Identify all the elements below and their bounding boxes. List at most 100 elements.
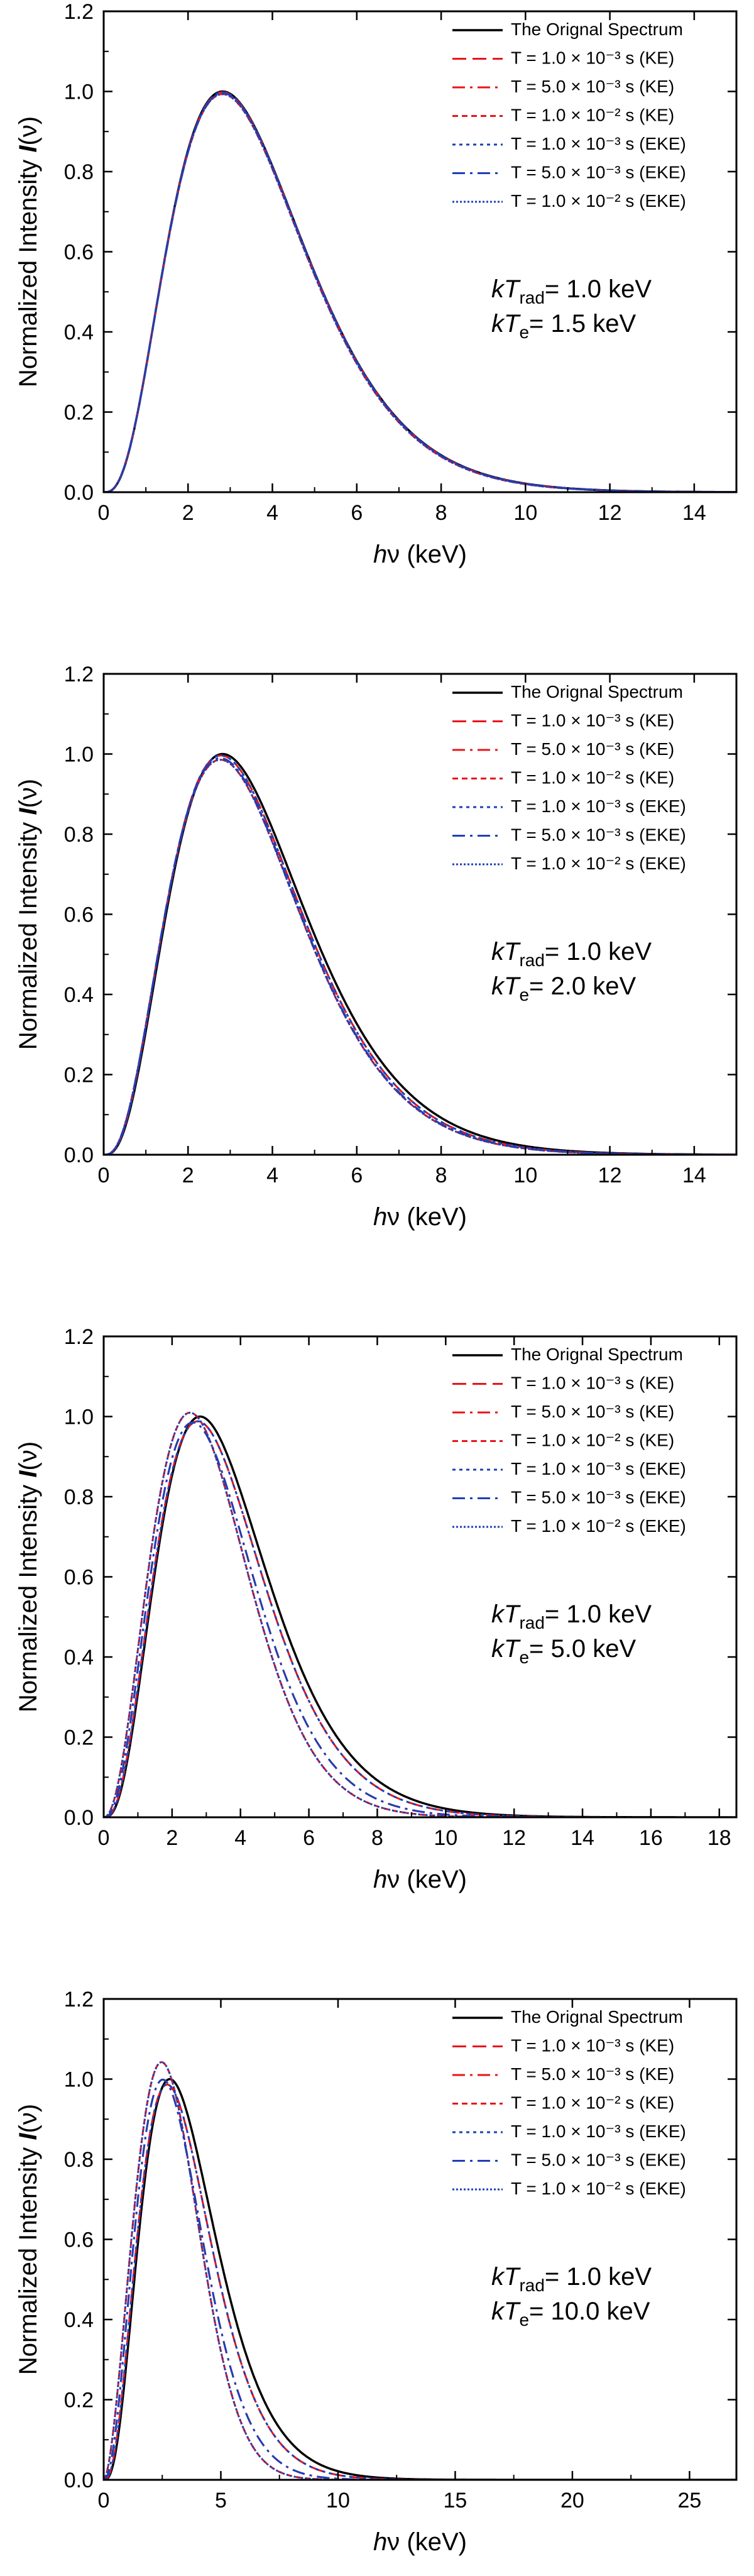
y-tick-label: 1.2 (64, 1988, 94, 2012)
y-tick-label: 0.2 (64, 1064, 94, 1087)
legend-label: The Orignal Spectrum (511, 19, 683, 39)
y-axis-title-symbol: I (14, 2133, 42, 2140)
x-axis-title: hν (keV) (373, 541, 467, 568)
y-axis-title: Normalized Intensity I(ν) (14, 1441, 42, 1712)
x-tick-label: 4 (266, 1164, 278, 1187)
legend-label: T = 1.0 × 10⁻² s (KE) (511, 2093, 674, 2113)
annotation-subscript: e (519, 1648, 529, 1667)
legend-label: The Orignal Spectrum (511, 2007, 683, 2027)
annotation-subscript: e (519, 322, 529, 342)
legend-label: T = 1.0 × 10⁻² s (EKE) (511, 191, 686, 211)
x-tick-label: 6 (351, 1164, 363, 1187)
legend-label: T = 1.0 × 10⁻³ s (EKE) (511, 134, 686, 153)
y-tick-label: 1.2 (64, 663, 94, 686)
legend-label: T = 5.0 × 10⁻³ s (EKE) (511, 2150, 686, 2170)
y-tick-label: 1.2 (64, 0, 94, 24)
legend-label: T = 1.0 × 10⁻³ s (EKE) (511, 1459, 686, 1478)
y-tick-label: 0.6 (64, 2228, 94, 2252)
legend-label: The Orignal Spectrum (511, 1345, 683, 1364)
x-tick-label: 14 (682, 501, 706, 525)
x-tick-label: 8 (371, 1826, 383, 1850)
annotation-value: = 1.0 keV (545, 275, 652, 303)
y-tick-label: 0.4 (64, 983, 94, 1007)
y-tick-label: 0.0 (64, 1806, 94, 1830)
annotation-line-2: kTe= 2.0 keV (491, 972, 636, 1005)
legend-label: T = 1.0 × 10⁻² s (KE) (511, 768, 674, 788)
legend-label: T = 5.0 × 10⁻³ s (KE) (511, 2064, 674, 2084)
y-tick-label: 1.0 (64, 2068, 94, 2092)
legend-label: T = 1.0 × 10⁻³ s (KE) (511, 2036, 674, 2056)
y-axis-title-arg: (ν) (14, 779, 42, 808)
x-tick-label: 6 (351, 501, 363, 525)
x-tick-label: 5 (215, 2489, 227, 2513)
y-tick-label: 0.6 (64, 1566, 94, 1590)
x-tick-label: 10 (434, 1826, 457, 1850)
annotation-subscript: e (519, 985, 529, 1005)
annotation-subscript: rad (519, 1613, 544, 1632)
annotation-symbol: kT (491, 275, 521, 303)
y-tick-label: 0.4 (64, 2308, 94, 2332)
legend-label: T = 5.0 × 10⁻³ s (EKE) (511, 1488, 686, 1507)
annotation-value: = 1.0 keV (545, 938, 652, 966)
annotation-subscript: e (519, 2310, 529, 2330)
series-line-6 (104, 2078, 736, 2480)
legend-label: T = 1.0 × 10⁻³ s (KE) (511, 1373, 674, 1393)
annotation-symbol: kT (491, 972, 521, 1000)
y-tick-label: 0.8 (64, 2148, 94, 2172)
annotation-value: = 10.0 keV (529, 2298, 650, 2325)
legend-label: T = 5.0 × 10⁻³ s (KE) (511, 739, 674, 759)
x-tick-label: 25 (677, 2489, 701, 2513)
series-line-6 (104, 1421, 736, 1817)
legend-label: T = 1.0 × 10⁻² s (EKE) (511, 854, 686, 873)
x-tick-label: 12 (598, 501, 622, 525)
annotation-symbol: kT (491, 2263, 521, 2291)
x-axis-title-symbol: h (373, 541, 387, 568)
x-tick-label: 18 (708, 1826, 731, 1850)
x-tick-label: 2 (182, 1164, 194, 1187)
annotation-symbol: kT (491, 938, 521, 966)
x-axis-title: hν (keV) (373, 2528, 467, 2556)
chart-panel-4: 0 5 10 15 20 25 0.0 0.2 0.4 0.6 0.8 1.0 1.2 hν (keV) N… (14, 1988, 738, 2556)
y-axis-title-arg: (ν) (14, 1441, 42, 1471)
y-tick-label: 0.0 (64, 1143, 94, 1167)
y-tick-label: 0.2 (64, 1726, 94, 1750)
x-tick-label: 0 (98, 501, 110, 525)
x-axis-title-symbol: h (373, 1866, 387, 1893)
annotation-subscript: rad (519, 950, 544, 970)
legend-label: T = 1.0 × 10⁻² s (EKE) (511, 2179, 686, 2198)
y-tick-label: 0.2 (64, 2389, 94, 2413)
chart-panel-3: 0 2 4 6 8 10 12 14 16 18 0.0 0.2 0.4 0.6 0.8 1.0 1.2 hν (… (14, 1325, 738, 1893)
legend-label: T = 1.0 × 10⁻³ s (KE) (511, 48, 674, 68)
annotation-value: = 1.0 keV (545, 1600, 652, 1628)
y-tick-label: 0.0 (64, 481, 94, 505)
legend-label: T = 1.0 × 10⁻³ s (KE) (511, 711, 674, 730)
x-axis-title-rest: ν (keV) (387, 1866, 467, 1893)
y-tick-label: 0.4 (64, 321, 94, 344)
x-axis-title-rest: ν (keV) (387, 2528, 467, 2556)
y-axis-title-symbol: I (14, 1470, 42, 1478)
annotation-line-1: kTrad= 1.0 keV (491, 2263, 652, 2295)
y-axis-title: Normalized Intensity I(ν) (14, 2104, 42, 2375)
y-axis-title-symbol: I (14, 808, 42, 815)
annotation-line-2: kTe= 10.0 keV (491, 2298, 650, 2330)
annotation-symbol: kT (491, 1635, 521, 1663)
y-tick-label: 0.6 (64, 903, 94, 927)
legend-label: T = 5.0 × 10⁻³ s (EKE) (511, 825, 686, 845)
y-tick-label: 0.4 (64, 1646, 94, 1670)
x-tick-label: 16 (639, 1826, 663, 1850)
x-tick-label: 4 (234, 1826, 246, 1850)
annotation-subscript: rad (519, 288, 544, 307)
y-tick-label: 1.2 (64, 1325, 94, 1349)
annotation-value: = 5.0 keV (529, 1635, 636, 1663)
annotation-symbol: kT (491, 2298, 521, 2325)
legend-label: T = 1.0 × 10⁻² s (EKE) (511, 1516, 686, 1536)
annotation-symbol: kT (491, 1600, 521, 1628)
x-tick-label: 2 (182, 501, 194, 525)
x-tick-label: 20 (560, 2489, 584, 2513)
y-tick-label: 1.0 (64, 80, 94, 104)
annotation-line-1: kTrad= 1.0 keV (491, 1600, 652, 1632)
annotation-subscript: rad (519, 2276, 544, 2295)
y-tick-label: 0.0 (64, 2469, 94, 2492)
annotation-value: = 2.0 keV (529, 972, 636, 1000)
